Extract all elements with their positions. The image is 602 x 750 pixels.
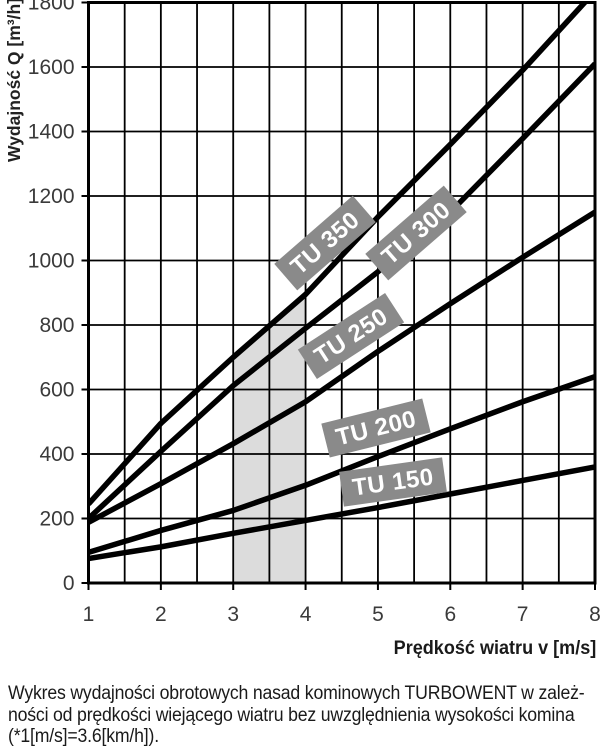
x-tick-label: 4	[300, 603, 312, 626]
y-tick-label: 800	[39, 314, 74, 337]
y-tick-label: 200	[39, 508, 74, 531]
x-tick-label: 3	[227, 603, 239, 626]
y-tick-label: 600	[39, 379, 74, 402]
y-tick-label: 1000	[28, 250, 75, 273]
series-label-tu-250: TU 250	[297, 293, 405, 379]
series-label-box	[339, 457, 447, 507]
curve-tu-250	[88, 209, 595, 525]
y-tick-label: 0	[63, 572, 75, 595]
y-tick-label: 1600	[28, 56, 75, 79]
y-tick-label: 1400	[28, 121, 75, 144]
y-tick-label: 1200	[28, 185, 75, 208]
curve-tu-350	[88, 2, 589, 506]
x-tick-label: 5	[372, 603, 384, 626]
series-label-tu-150: TU 150	[339, 457, 447, 507]
caption-line-1: Wykres wydajności obrotowych nasad komin…	[8, 683, 585, 704]
series-label-box	[297, 293, 405, 379]
curve-tu-300	[88, 61, 595, 521]
x-tick-label: 2	[155, 603, 167, 626]
x-tick-label: 6	[444, 603, 456, 626]
caption-line-2: ności od prędkości wiejącego wiatru bez …	[8, 704, 575, 726]
series-label-tu-300: TU 300	[365, 185, 467, 281]
caption-line-3: (*1[m/s]=3.6[km/h]).	[8, 726, 159, 747]
curve-tu-200	[88, 374, 595, 555]
y-tick-label: 400	[39, 443, 74, 466]
x-axis-label: Prędkość wiatru v [m/s]	[393, 638, 596, 659]
series-label-box	[274, 195, 376, 291]
curve-tu-150	[88, 464, 595, 562]
x-tick-label: 1	[83, 603, 95, 626]
series-label-box	[321, 398, 431, 458]
caption: Wykres wydajności obrotowych nasad komin…	[8, 683, 602, 748]
turbowent-performance-chart: 1 2 3 4 5 6 7 8 0 200 400 600 800 1000 1200 1400 1600 180…	[28, 0, 601, 626]
series-label-box	[365, 185, 467, 281]
x-tick-label: 8	[589, 603, 601, 626]
plot-border	[87, 1, 597, 585]
y-tick-label: 1800	[28, 0, 75, 15]
x-tick-label: 7	[517, 603, 529, 626]
